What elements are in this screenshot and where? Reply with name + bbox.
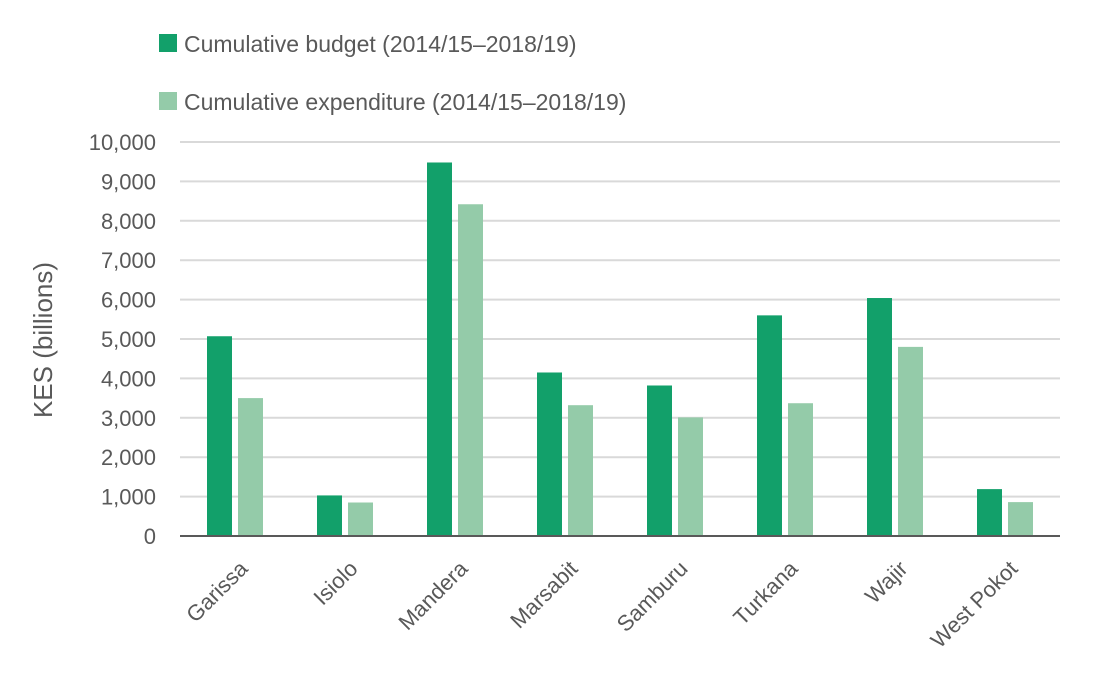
legend-item-expenditure[interactable]: Cumulative expenditure (2014/15–2018/19) xyxy=(159,89,626,115)
bar-budget-west-pokot[interactable] xyxy=(977,489,1002,536)
y-axis-title: KES (billions) xyxy=(28,262,58,418)
legend-item-budget[interactable]: Cumulative budget (2014/15–2018/19) xyxy=(159,31,577,57)
y-tick-label: 7,000 xyxy=(101,248,156,273)
bar-budget-wajir[interactable] xyxy=(867,298,892,536)
x-axis-labels: Garissa Isiolo Mandera Marsabit Samburu Turka… xyxy=(181,555,1022,652)
bar-budget-marsabit[interactable] xyxy=(537,372,562,536)
legend: Cumulative budget (2014/15–2018/19) Cumu… xyxy=(159,31,626,115)
legend-swatch-budget xyxy=(159,34,177,52)
bar-expenditure-turkana[interactable] xyxy=(788,403,813,536)
y-tick-label: 2,000 xyxy=(101,445,156,470)
bar-expenditure-mandera[interactable] xyxy=(458,204,483,536)
bars xyxy=(207,162,1033,536)
bar-expenditure-garissa[interactable] xyxy=(238,398,263,536)
y-tick-label: 3,000 xyxy=(101,406,156,431)
x-tick-label: Turkana xyxy=(728,555,803,630)
bar-expenditure-west-pokot[interactable] xyxy=(1008,502,1033,536)
legend-label-expenditure: Cumulative expenditure (2014/15–2018/19) xyxy=(184,89,626,115)
y-tick-label: 10,000 xyxy=(89,130,156,155)
bar-budget-turkana[interactable] xyxy=(757,315,782,536)
y-tick-label: 0 xyxy=(144,524,156,549)
y-tick-label: 5,000 xyxy=(101,327,156,352)
bar-budget-isiolo[interactable] xyxy=(317,495,342,536)
x-tick-label: Wajir xyxy=(860,556,913,609)
y-tick-label: 4,000 xyxy=(101,366,156,391)
x-tick-label: Isiolo xyxy=(309,556,363,610)
y-axis-ticks: 0 1,000 2,000 3,000 4,000 5,000 6,000 7,000 8,00… xyxy=(89,130,156,549)
y-tick-label: 8,000 xyxy=(101,209,156,234)
gridlines xyxy=(180,141,1060,498)
bar-expenditure-wajir[interactable] xyxy=(898,346,923,536)
legend-label-budget: Cumulative budget (2014/15–2018/19) xyxy=(184,31,577,57)
bar-budget-mandera[interactable] xyxy=(427,162,452,536)
bar-budget-samburu[interactable] xyxy=(647,385,672,536)
bar-budget-garissa[interactable] xyxy=(207,336,232,536)
x-tick-label: West Pokot xyxy=(926,556,1023,653)
y-tick-label: 6,000 xyxy=(101,288,156,313)
y-tick-label: 1,000 xyxy=(101,485,156,510)
y-tick-label: 9,000 xyxy=(101,169,156,194)
bar-expenditure-marsabit[interactable] xyxy=(568,405,593,536)
x-tick-label: Samburu xyxy=(612,556,693,637)
x-tick-label: Garissa xyxy=(181,555,253,627)
legend-swatch-expenditure xyxy=(159,92,177,110)
bar-expenditure-isiolo[interactable] xyxy=(348,502,373,536)
x-tick-label: Marsabit xyxy=(505,556,582,633)
bar-expenditure-samburu[interactable] xyxy=(678,417,703,536)
x-tick-label: Mandera xyxy=(393,555,473,635)
